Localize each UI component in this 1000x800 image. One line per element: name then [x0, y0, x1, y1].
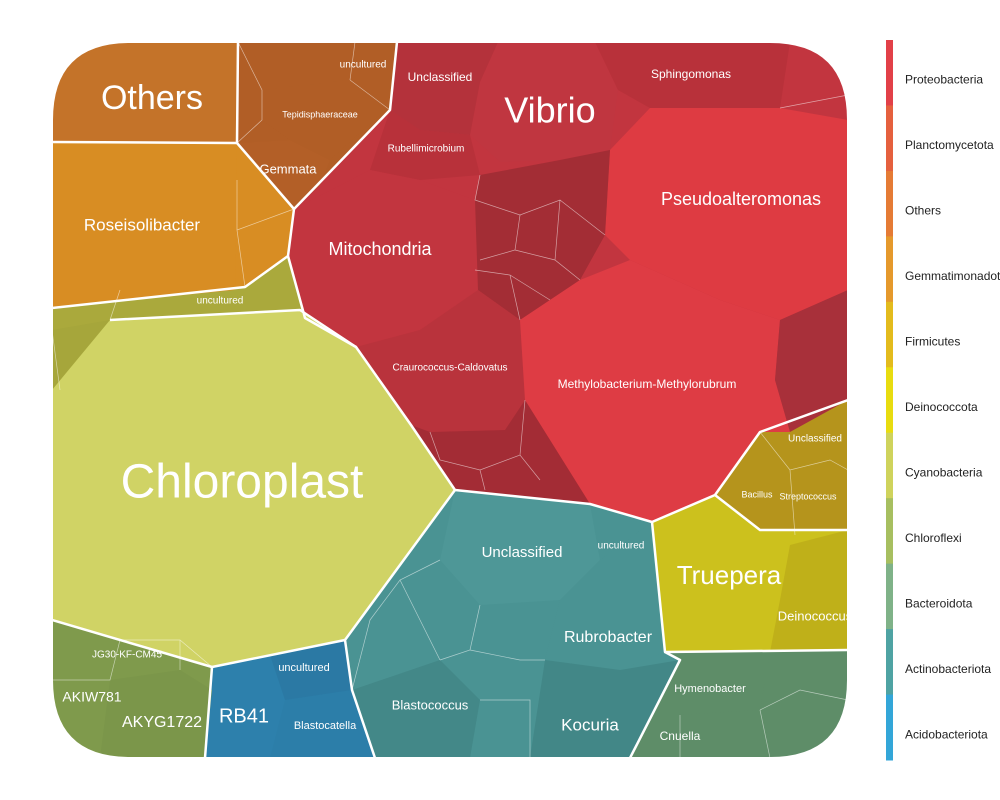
treemap-body: Others Roseisolibacter Vibrio Pseudoalte… — [52, 42, 853, 758]
label-methylobacterium: Methylobacterium-Methylorubrum — [558, 377, 737, 391]
legend-swatch-1 — [886, 105, 893, 172]
cell-unclassified-proteo — [390, 42, 498, 135]
label-deinococcus: Deinococcus — [778, 608, 853, 623]
cell-acido-uncultured — [270, 640, 352, 700]
label-tepidisphaeraceae: Tepidisphaeraceae — [282, 109, 358, 119]
cell-truepera — [652, 495, 790, 652]
cell-blastocatella — [270, 690, 375, 758]
cell-sphingomonas — [595, 42, 790, 108]
cell-vibrio — [470, 42, 618, 162]
fine-cell-borders — [52, 42, 848, 758]
label-streptococcus: Streptococcus — [779, 491, 837, 501]
cell-methylobacterium — [520, 260, 790, 522]
legend-label-5: Deinococcota — [905, 400, 978, 414]
cell-lower-proteo-cluster — [411, 400, 590, 504]
label-gemmata: Gemmata — [259, 161, 317, 176]
legend-label-10: Acidobacteriota — [905, 727, 988, 741]
cell-actino-unclassified — [440, 490, 600, 605]
legend-label-9: Actinobacteriota — [905, 662, 991, 676]
label-cyano-uncultured: uncultured — [197, 296, 244, 307]
cell-rubellimicrobium — [370, 110, 480, 180]
cell-roseisolibacter — [52, 142, 237, 308]
legend-swatch-8 — [886, 563, 893, 630]
cell-cyano-uncultured — [52, 256, 305, 330]
cell-chloroplast — [52, 310, 455, 667]
legend-label-2: Others — [905, 204, 941, 218]
label-bacillus: Bacillus — [741, 489, 773, 499]
cell-labrys-group — [775, 290, 848, 432]
legend-swatch-9 — [886, 629, 893, 696]
label-rubellimicrobium: Rubellimicrobium — [388, 144, 465, 155]
label-mitochondria: Mitochondria — [328, 239, 432, 259]
label-actino-uncultured: uncultured — [598, 541, 645, 552]
label-planc-uncultured: uncultured — [340, 60, 387, 71]
cell-labels: Others Roseisolibacter Vibrio Pseudoalte… — [62, 60, 853, 744]
label-cnuella: Cnuella — [660, 729, 701, 743]
region-firmicutes — [715, 400, 848, 535]
label-hymenobacter: Hymenobacter — [674, 683, 746, 695]
legend-swatch-7 — [886, 498, 893, 565]
cell-gemmata — [237, 140, 330, 209]
label-akiw781: AKIW781 — [62, 689, 121, 705]
cell-others — [52, 42, 238, 143]
label-blastocatella: Blastocatella — [294, 720, 357, 732]
label-sphingomonas: Sphingomonas — [651, 67, 731, 81]
cell-akyg1722 — [100, 670, 212, 758]
label-truepera: Truepera — [677, 560, 782, 590]
cell-mitochondria — [288, 170, 478, 347]
label-jg30: JG30-KF-CM45 — [92, 650, 162, 661]
label-akyg1722: AKYG1722 — [122, 714, 202, 731]
legend-label-1: Planctomycetota — [905, 138, 994, 152]
legend-label-6: Cyanobacteria — [905, 465, 983, 479]
cell-blastococcus — [352, 660, 480, 758]
treemap-outline — [51, 41, 849, 759]
label-vibrio: Vibrio — [504, 90, 595, 131]
cell-rb41 — [205, 655, 285, 758]
cell-craurococcus — [356, 290, 525, 432]
label-kocuria: Kocuria — [561, 715, 619, 734]
label-acido-uncultured: uncultured — [278, 662, 329, 674]
label-firm-unclassified: Unclassified — [788, 434, 842, 445]
cell-rubrobacter — [545, 522, 665, 670]
legend-label-3: Gemmatimonadota — [905, 269, 1000, 283]
cell-pseudoalteromonas — [605, 108, 848, 320]
legend-swatch-10 — [886, 694, 893, 761]
label-blastococcus: Blastococcus — [392, 697, 469, 712]
label-chloroplast: Chloroplast — [121, 456, 364, 509]
legend: Proteobacteria Planctomycetota Others Gemma… — [886, 40, 1000, 761]
legend-swatch-3 — [886, 236, 893, 303]
label-rubrobacter: Rubrobacter — [564, 629, 653, 646]
label-roseisolibacter: Roseisolibacter — [84, 215, 201, 234]
cell-deinococcus — [770, 530, 848, 652]
cell-hymenobacter — [665, 652, 770, 715]
legend-swatch-6 — [886, 432, 893, 499]
label-proteo-unclassified: Unclassified — [408, 70, 473, 84]
legend-swatch-2 — [886, 170, 893, 237]
legend-label-8: Bacteroidota — [905, 596, 973, 610]
phylum-borders — [52, 42, 848, 758]
cell-central-cluster — [475, 150, 610, 320]
legend-swatch-5 — [886, 367, 893, 434]
label-craurococcus: Craurococcus-Caldovatus — [392, 363, 507, 374]
legend-swatch-0 — [886, 40, 893, 106]
cell-tepidisphaeraceae — [262, 80, 385, 160]
legend-swatch-4 — [886, 301, 893, 368]
label-others: Others — [101, 79, 203, 117]
legend-label-4: Firmicutes — [905, 335, 960, 349]
legend-label-0: Proteobacteria — [905, 73, 983, 87]
label-rb41: RB41 — [219, 705, 269, 727]
label-actino-unclassified: Unclassified — [482, 544, 563, 561]
legend-label-7: Chloroflexi — [905, 531, 962, 545]
label-pseudoalteromonas: Pseudoalteromonas — [661, 189, 821, 209]
